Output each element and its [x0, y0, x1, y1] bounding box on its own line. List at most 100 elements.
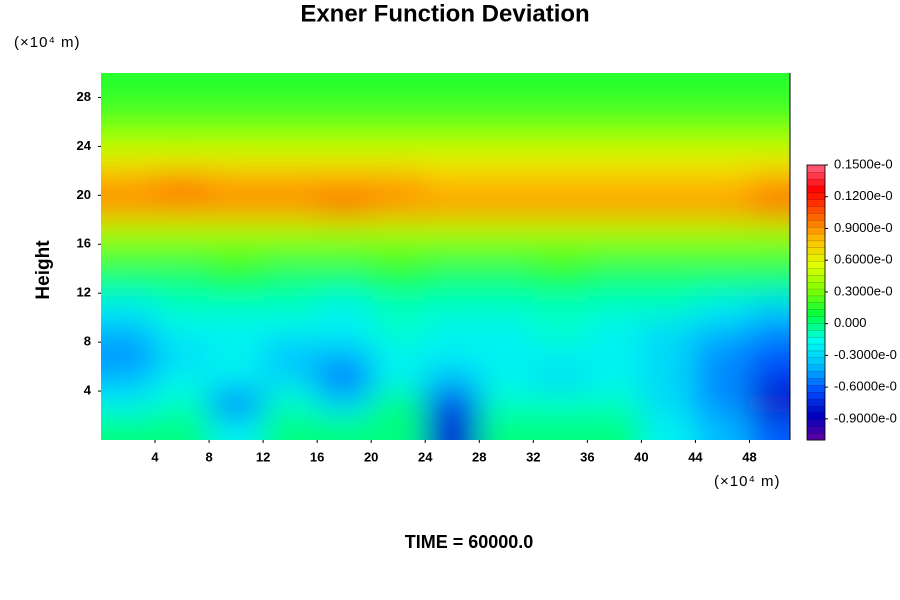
- field-cell: [641, 293, 696, 319]
- field-cell: [101, 342, 156, 368]
- field-cell: [263, 293, 318, 319]
- field-cell: [317, 366, 372, 392]
- field-cell: [155, 391, 210, 417]
- colorbar-band: [806, 426, 826, 434]
- field-cell: [317, 219, 372, 245]
- field-cell: [155, 293, 210, 319]
- colorbar-band: [806, 357, 826, 365]
- field-cell: [425, 342, 480, 368]
- field-cell: [317, 146, 372, 172]
- field-cell: [317, 391, 372, 417]
- colorbar-band: [806, 274, 826, 283]
- field-cell: [209, 268, 264, 294]
- field-cell: [425, 73, 480, 98]
- field-cell: [641, 366, 696, 392]
- field-cell: [101, 244, 156, 270]
- colorbar-band: [806, 322, 826, 331]
- field-cell: [641, 219, 696, 245]
- colorbar-band: [806, 398, 826, 407]
- colorbar-tick-label: -0.9000e-0: [834, 410, 897, 425]
- colorbar-band: [806, 267, 826, 276]
- colorbar-band: [806, 391, 826, 400]
- field-cell: [533, 268, 588, 294]
- field-cell: [695, 170, 750, 196]
- field-cell: [209, 415, 264, 440]
- field-cell: [101, 146, 156, 172]
- field-cell: [209, 342, 264, 368]
- field-cell: [695, 293, 750, 319]
- field-cell: [641, 121, 696, 147]
- field-cell: [371, 391, 426, 417]
- field-cell: [587, 146, 642, 172]
- x-tick-label: 24: [418, 449, 433, 464]
- field-cell: [101, 317, 156, 343]
- field-cell: [263, 146, 318, 172]
- field-cell: [425, 268, 480, 294]
- field-cell: [155, 415, 210, 440]
- colorbar-band: [806, 261, 826, 269]
- x-tick-label: 20: [364, 449, 378, 464]
- field-clip: [101, 73, 790, 440]
- field-cell: [263, 342, 318, 368]
- field-cell: [533, 415, 588, 440]
- field-cell: [209, 73, 264, 98]
- field-cell: [695, 366, 750, 392]
- field-cell: [371, 146, 426, 172]
- colorbar-band: [806, 302, 826, 310]
- field-cell: [371, 73, 426, 98]
- field-cell: [749, 219, 790, 245]
- colorbar-band: [806, 240, 826, 249]
- field-cell: [371, 317, 426, 343]
- field-cell: [371, 293, 426, 319]
- field-cell: [101, 293, 156, 319]
- field-cell: [533, 244, 588, 270]
- field-cell: [587, 97, 642, 123]
- field-cell: [479, 146, 534, 172]
- field-cell: [533, 342, 588, 368]
- field-cell: [263, 391, 318, 417]
- field-cell: [479, 391, 534, 417]
- field-cell: [587, 170, 642, 196]
- field-cell: [587, 244, 642, 270]
- field-cell: [749, 293, 790, 319]
- field-cell: [695, 121, 750, 147]
- field-cell: [695, 219, 750, 245]
- field-cell: [695, 268, 750, 294]
- field-cell: [425, 146, 480, 172]
- field-cell: [155, 317, 210, 343]
- field-cell: [641, 244, 696, 270]
- field: [101, 73, 790, 440]
- y-tick-label: 24: [77, 138, 92, 153]
- field-cell: [479, 415, 534, 440]
- field-cell: [263, 97, 318, 123]
- field-cell: [749, 97, 790, 123]
- field-cell: [533, 366, 588, 392]
- colorbar-band: [806, 336, 826, 345]
- field-cell: [749, 73, 790, 98]
- field-cell: [317, 73, 372, 98]
- x-tick-label: 8: [205, 449, 212, 464]
- field-cell: [371, 268, 426, 294]
- x-tick-label: 12: [256, 449, 270, 464]
- colorbar-tick-label: -0.6000e-0: [834, 379, 897, 394]
- field-cell: [641, 415, 696, 440]
- field-cell: [641, 195, 696, 221]
- field-cell: [263, 121, 318, 147]
- field-cell: [263, 415, 318, 440]
- field-cell: [209, 391, 264, 417]
- field-cell: [425, 195, 480, 221]
- field-cell: [317, 342, 372, 368]
- field-cell: [101, 366, 156, 392]
- field-cell: [101, 73, 156, 98]
- field-cell: [641, 342, 696, 368]
- chart-title: Exner Function Deviation: [300, 0, 589, 27]
- field-cell: [533, 195, 588, 221]
- field-cell: [317, 244, 372, 270]
- field-cell: [749, 342, 790, 368]
- field-cell: [155, 97, 210, 123]
- colorbar-band: [806, 309, 826, 317]
- field-cell: [101, 170, 156, 196]
- field-cell: [209, 366, 264, 392]
- field-cell: [317, 121, 372, 147]
- field-cell: [101, 121, 156, 147]
